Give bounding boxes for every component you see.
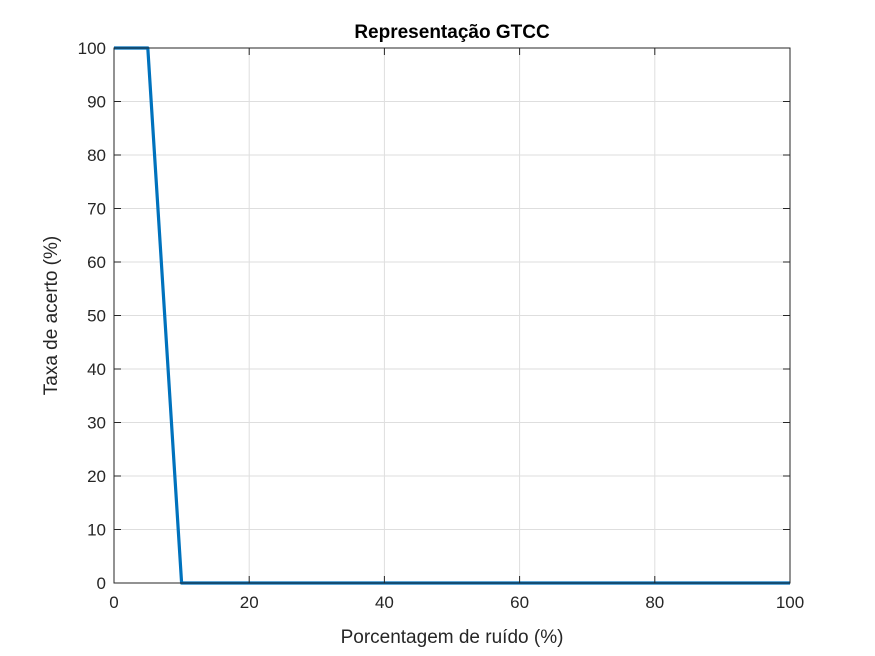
y-tick-label: 10 <box>87 521 106 540</box>
grid <box>113 47 791 584</box>
y-tick-label: 60 <box>87 253 106 272</box>
y-tick-label: 90 <box>87 93 106 112</box>
y-tick-label: 50 <box>87 307 106 326</box>
y-tick-label: 70 <box>87 200 106 219</box>
y-tick-label: 80 <box>87 146 106 165</box>
x-tick-label: 100 <box>776 593 804 612</box>
x-tick-labels: 0 20 40 60 80 100 <box>109 593 804 612</box>
chart-title: Representação GTCC <box>354 22 550 43</box>
x-tick-label: 0 <box>109 593 118 612</box>
x-tick-label: 80 <box>645 593 664 612</box>
y-tick-label: 30 <box>87 414 106 433</box>
y-tick-label: 20 <box>87 467 106 486</box>
ticks <box>113 47 791 584</box>
y-tick-label: 100 <box>78 39 106 58</box>
y-tick-label: 0 <box>97 574 106 593</box>
y-axis-label: Taxa de acerto (%) <box>41 236 62 395</box>
x-tick-label: 20 <box>240 593 259 612</box>
y-tick-labels: 0 10 20 30 40 50 60 70 80 90 100 <box>78 39 106 593</box>
y-tick-label: 40 <box>87 360 106 379</box>
x-tick-label: 60 <box>510 593 529 612</box>
x-tick-label: 40 <box>375 593 394 612</box>
x-axis-label: Porcentagem de ruído (%) <box>341 627 564 648</box>
